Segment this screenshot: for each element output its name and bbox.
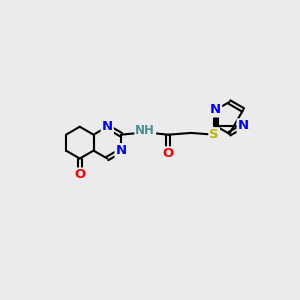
Text: N: N [102, 120, 113, 133]
Text: N: N [238, 119, 249, 132]
Text: O: O [163, 147, 174, 160]
Text: NH: NH [135, 124, 155, 137]
Text: S: S [209, 128, 219, 141]
Text: N: N [210, 103, 221, 116]
Text: N: N [116, 144, 127, 157]
Text: O: O [74, 169, 85, 182]
